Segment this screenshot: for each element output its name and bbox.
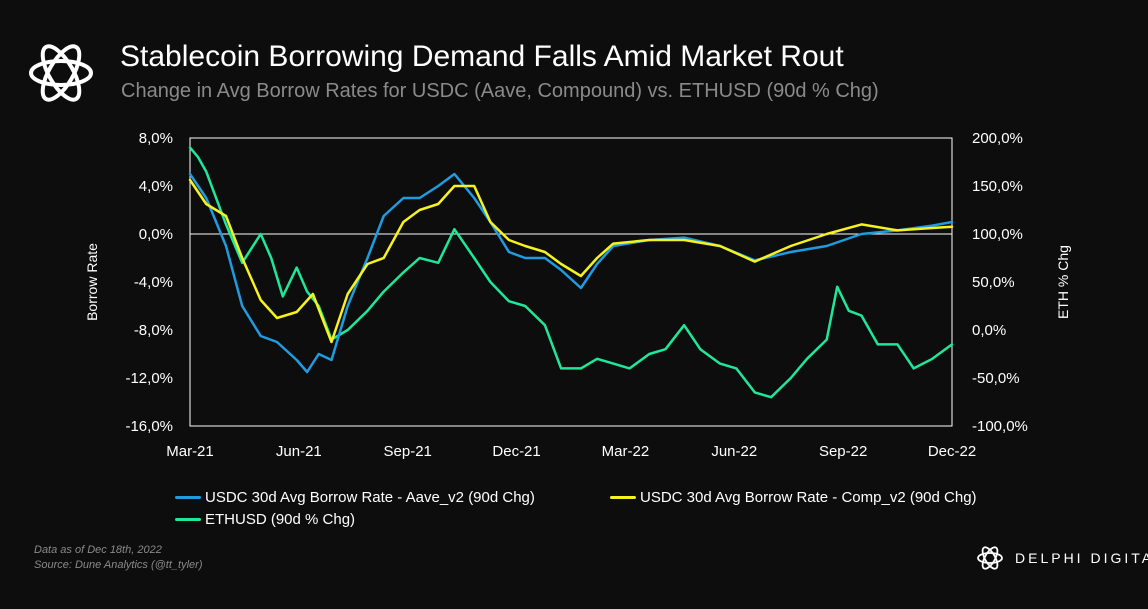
legend-swatch-aave <box>175 496 201 499</box>
brand-name: DELPHI DIGITAL <box>1015 550 1148 566</box>
legend-label-comp: USDC 30d Avg Borrow Rate - Comp_v2 (90d … <box>640 489 977 506</box>
legend-item-comp: USDC 30d Avg Borrow Rate - Comp_v2 (90d … <box>610 489 977 506</box>
y2-tick-label: 150,0% <box>972 178 1023 195</box>
y2-axis-title: ETH % Chg <box>1055 245 1071 319</box>
y-tick-label: -12,0% <box>125 370 173 387</box>
x-tick-label: Mar-22 <box>602 443 650 460</box>
legend-swatch-eth <box>175 518 201 521</box>
chart-subtitle: Change in Avg Borrow Rates for USDC (Aav… <box>121 80 879 102</box>
x-tick-label: Sep-22 <box>819 443 867 460</box>
y-tick-label: -4,0% <box>134 274 173 291</box>
delphi-knot-icon <box>977 546 1003 570</box>
y2-tick-label: 50,0% <box>972 274 1015 291</box>
y2-tick-label: -100,0% <box>972 418 1028 435</box>
delphi-logo-icon <box>29 44 93 102</box>
y2-tick-label: 200,0% <box>972 130 1023 147</box>
y-tick-label: 0,0% <box>139 226 173 243</box>
x-tick-label: Dec-21 <box>492 443 540 460</box>
y-tick-label: -16,0% <box>125 418 173 435</box>
legend-item-aave: USDC 30d Avg Borrow Rate - Aave_v2 (90d … <box>175 489 535 506</box>
x-tick-label: Jun-21 <box>276 443 322 460</box>
y-tick-label: 8,0% <box>139 130 173 147</box>
legend-item-eth: ETHUSD (90d % Chg) <box>175 511 355 528</box>
y-tick-label: -8,0% <box>134 322 173 339</box>
data-date-note: Data as of Dec 18th, 2022 <box>34 544 162 556</box>
x-tick-label: Mar-21 <box>166 443 214 460</box>
legend-label-aave: USDC 30d Avg Borrow Rate - Aave_v2 (90d … <box>205 489 535 506</box>
legend-swatch-comp <box>610 496 636 499</box>
legend-label-eth: ETHUSD (90d % Chg) <box>205 511 356 528</box>
y-tick-label: 4,0% <box>139 178 173 195</box>
footer-note: Data as of Dec 18th, 2022 Source: Dune A… <box>34 543 203 573</box>
x-tick-label: Dec-22 <box>928 443 976 460</box>
y2-tick-label: 100,0% <box>972 226 1023 243</box>
chart-title: Stablecoin Borrowing Demand Falls Amid M… <box>120 40 844 73</box>
source-note: Source: Dune Analytics (@tt_tyler) <box>34 559 203 571</box>
x-tick-label: Sep-21 <box>384 443 432 460</box>
series-line-comp <box>188 178 954 344</box>
plot-frame <box>189 137 953 427</box>
brand: DELPHI DIGITAL <box>975 543 1148 573</box>
y-axis-title: Borrow Rate <box>84 243 100 321</box>
series-line-aave <box>188 172 954 374</box>
x-tick-label: Jun-22 <box>711 443 757 460</box>
y2-tick-label: -50,0% <box>972 370 1020 387</box>
series-line-eth <box>188 146 954 399</box>
y2-tick-label: 0,0% <box>972 322 1006 339</box>
